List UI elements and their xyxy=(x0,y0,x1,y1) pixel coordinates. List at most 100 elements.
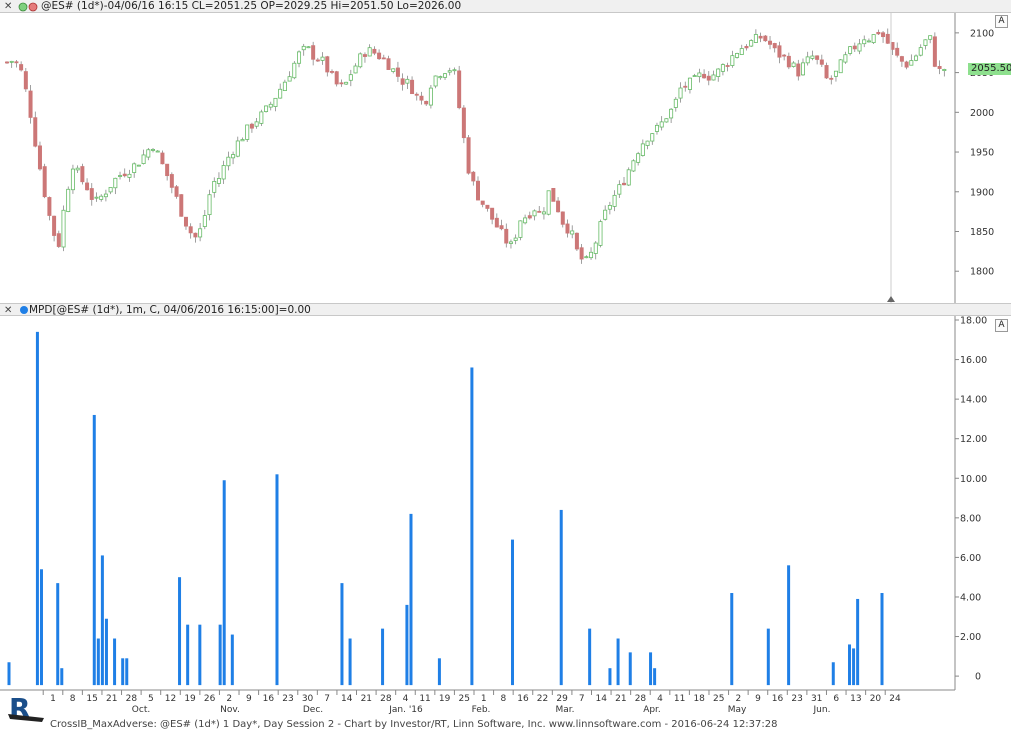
x-month-label: Nov. xyxy=(220,705,240,715)
candle-body xyxy=(711,74,716,81)
x-tick-label: 6 xyxy=(833,694,839,704)
mpd-bar xyxy=(56,583,60,686)
x-tick-label: 16 xyxy=(263,694,275,704)
candle-body xyxy=(551,187,556,202)
mpd-bar xyxy=(340,583,344,686)
candle-body xyxy=(282,81,287,92)
candle-body xyxy=(443,73,448,78)
x-month-label: May xyxy=(728,705,747,715)
x-tick-label: 12 xyxy=(165,694,176,704)
price-autoscale-button[interactable]: A xyxy=(995,15,1008,28)
candle-body xyxy=(838,59,843,74)
candle-body xyxy=(796,63,801,77)
mpd-bar xyxy=(121,658,125,686)
candle-body xyxy=(400,78,405,85)
candle-body xyxy=(202,215,207,227)
mpd-bar xyxy=(222,480,226,686)
candle-body xyxy=(52,215,57,236)
candle-body xyxy=(75,167,80,171)
indicator-panel-header: ✕ MPD[@ES# (1d*), 1m, C, 04/06/2016 16:1… xyxy=(0,303,1011,316)
mpd-bar xyxy=(856,598,860,686)
candle-body xyxy=(70,168,75,191)
x-tick-label: 21 xyxy=(361,694,372,704)
x-tick-label: 13 xyxy=(850,694,861,704)
candle-body xyxy=(410,79,415,95)
candle-body xyxy=(593,242,598,254)
candle-body xyxy=(386,58,391,70)
candle-body xyxy=(249,123,254,129)
candle-body xyxy=(292,62,297,79)
mpd-bar xyxy=(409,513,413,686)
x-tick-label: 2 xyxy=(735,694,741,704)
mpd-bar xyxy=(92,414,96,686)
mpd-bar xyxy=(588,628,592,686)
x-tick-label: 9 xyxy=(246,694,252,704)
x-tick-label: 11 xyxy=(419,694,430,704)
candle-body xyxy=(165,163,170,177)
candle-body xyxy=(226,156,231,167)
price-y-tick-label: 1800 xyxy=(970,267,994,278)
candle-body xyxy=(556,200,561,213)
mpd-bar xyxy=(96,638,100,686)
candle-body xyxy=(744,46,749,49)
indicator-y-tick-label: 8.00 xyxy=(960,513,981,524)
candle-body xyxy=(132,163,137,173)
indicator-y-tick-label: 6.00 xyxy=(960,553,981,564)
x-month-label: Feb. xyxy=(472,705,491,715)
candle-body xyxy=(504,228,509,244)
candle-body xyxy=(537,210,542,213)
candle-body xyxy=(490,207,495,220)
mpd-bar xyxy=(348,638,352,686)
mpd-bar xyxy=(653,668,657,686)
candle-body xyxy=(904,61,909,68)
candle-body xyxy=(819,59,824,65)
mpd-bar xyxy=(104,618,108,686)
investor-rt-logo-icon: R xyxy=(8,692,44,725)
price-chart: 1800185019001950200020502100 xyxy=(5,13,994,303)
candle-body xyxy=(937,66,942,69)
candle-body xyxy=(259,111,264,124)
mpd-bar xyxy=(608,668,612,686)
x-tick-label: 1 xyxy=(50,694,56,704)
status-lights-icon xyxy=(18,2,38,12)
close-icon[interactable]: ✕ xyxy=(4,1,13,12)
candle-body xyxy=(297,51,302,64)
candle-body xyxy=(160,152,165,165)
mpd-bar xyxy=(60,668,64,686)
x-tick-label: 24 xyxy=(889,694,901,704)
candle-body xyxy=(240,139,245,142)
candle-body xyxy=(598,221,603,246)
candle-body xyxy=(447,70,452,73)
close-icon[interactable]: ✕ xyxy=(4,305,13,316)
mpd-bar xyxy=(730,593,734,686)
candle-body xyxy=(207,194,212,216)
mpd-bar xyxy=(7,662,11,686)
x-tick-label: 9 xyxy=(755,694,761,704)
mpd-bar xyxy=(766,628,770,686)
x-month-label: Mar. xyxy=(555,705,574,715)
candle-body xyxy=(89,188,94,200)
candle-body xyxy=(866,40,871,43)
candle-body xyxy=(14,61,19,64)
candle-body xyxy=(179,194,184,217)
candle-body xyxy=(391,68,396,72)
mpd-bar xyxy=(35,331,39,686)
candle-body xyxy=(895,47,900,56)
candle-body xyxy=(169,174,174,188)
candle-body xyxy=(782,54,787,57)
candle-body xyxy=(659,121,664,128)
candle-body xyxy=(66,188,71,212)
candle-body xyxy=(852,45,857,50)
candle-body xyxy=(815,55,820,60)
candle-body xyxy=(136,164,141,167)
candle-body xyxy=(438,76,443,79)
candle-body xyxy=(541,211,546,215)
x-tick-label: 23 xyxy=(282,694,293,704)
indicator-panel-title: MPD[@ES# (1d*), 1m, C, 04/06/2016 16:15:… xyxy=(29,304,311,316)
indicator-y-tick-label: 12.00 xyxy=(960,434,987,445)
candle-body xyxy=(923,39,928,46)
candle-body xyxy=(245,124,250,140)
candle-body xyxy=(254,121,259,127)
indicator-autoscale-button[interactable]: A xyxy=(995,319,1008,332)
candle-body xyxy=(471,171,476,182)
